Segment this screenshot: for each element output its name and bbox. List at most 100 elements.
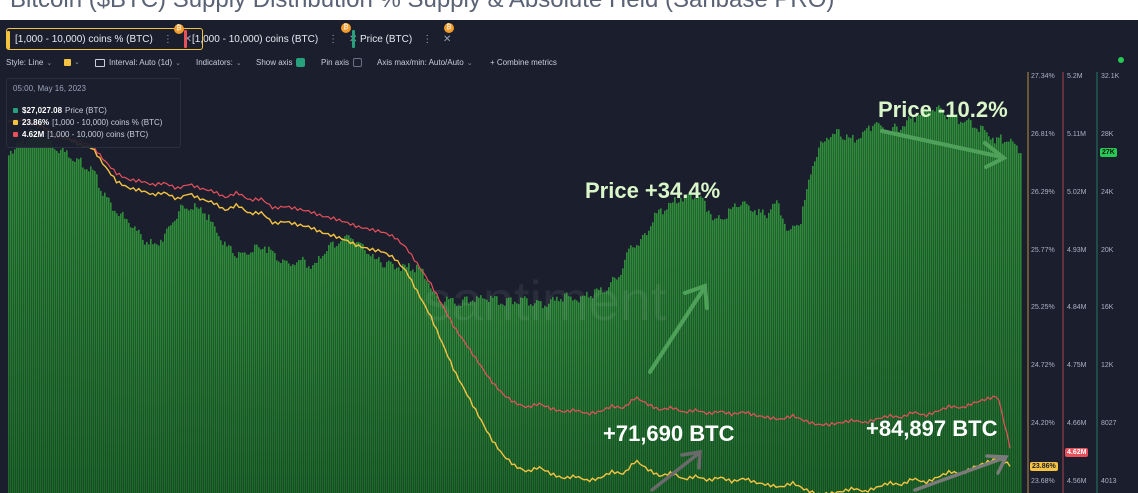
style-select[interactable]: Style: Line ⌄: [6, 58, 52, 67]
price-bar: [542, 308, 544, 493]
chart-svg[interactable]: santiment: [0, 72, 1138, 493]
price-bar: [788, 230, 790, 493]
price-bar: [680, 198, 682, 493]
price-bar: [514, 301, 516, 493]
price-bar: [610, 282, 612, 493]
price-bar: [308, 266, 310, 493]
price-bar: [38, 136, 40, 493]
price-bar: [70, 158, 72, 493]
price-bar: [636, 245, 638, 493]
price-bar: [84, 169, 86, 493]
price-bar: [560, 299, 562, 493]
tab-menu-close-icons[interactable]: ⋮ ✕: [422, 33, 456, 45]
price-bar: [580, 296, 582, 493]
price-bar: [874, 123, 876, 493]
tab-menu-close-icons[interactable]: ⋮ ✕: [328, 33, 362, 45]
show-axis-label: Show axis: [256, 58, 293, 67]
price-bar: [740, 205, 742, 493]
checkbox-unchecked-icon[interactable]: [353, 58, 363, 67]
price-bar: [444, 301, 446, 493]
annotation-price-up: Price +34.4%: [585, 178, 721, 203]
price-bar: [800, 224, 802, 493]
price-bar: [562, 301, 564, 493]
price-bar: [922, 107, 924, 493]
price-bar: [56, 150, 58, 493]
price-bar: [108, 197, 110, 493]
price-bar: [976, 128, 978, 493]
price-bar: [414, 272, 416, 493]
axis-price-tick: 24K: [1101, 188, 1114, 196]
price-bar: [376, 259, 378, 493]
price-bar: [302, 256, 304, 493]
price-bar: [898, 131, 900, 493]
price-bar: [764, 215, 766, 493]
price-bar: [838, 129, 840, 493]
price-bar: [546, 306, 548, 493]
checkbox-checked-icon[interactable]: [296, 58, 306, 67]
price-bar: [438, 300, 440, 493]
price-bar: [424, 278, 426, 493]
price-bar: [332, 241, 334, 493]
price-bar: [204, 213, 206, 493]
price-bar: [730, 209, 732, 493]
price-bar: [644, 233, 646, 493]
price-bar: [366, 253, 368, 493]
price-bar: [930, 111, 932, 493]
price-bar: [950, 113, 952, 493]
price-bar: [1006, 141, 1008, 493]
price-bar: [94, 170, 96, 493]
price-bar: [690, 192, 692, 493]
price-bar: [806, 189, 808, 493]
price-bar: [598, 289, 600, 493]
style-label: Style: Line: [6, 58, 44, 67]
price-bar: [10, 150, 12, 493]
price-bar: [830, 137, 832, 493]
price-bar: [314, 262, 316, 493]
tab-menu-close-icons[interactable]: ⋮ ✕: [162, 33, 197, 45]
chevron-down-icon: ⌄: [235, 59, 242, 67]
price-bar: [136, 230, 138, 493]
price-bar: [652, 222, 654, 493]
price-bar: [330, 242, 332, 493]
price-bar: [234, 256, 236, 493]
tab-coins-absolute[interactable]: [1,000 - 10,000) coins (BTC) ⋮ ✕ ₿: [184, 23, 362, 50]
color-select[interactable]: ⌄: [64, 58, 80, 66]
price-bar: [972, 127, 974, 493]
price-bar: [956, 114, 958, 493]
price-bar: [492, 297, 494, 493]
price-bar: [834, 134, 836, 493]
interval-select[interactable]: Interval: Auto (1d) ⌄: [95, 58, 181, 67]
tab-label: [1,000 - 10,000) coins (BTC): [192, 33, 319, 45]
price-bar: [232, 253, 234, 493]
price-bar: [278, 261, 280, 493]
show-axis-toggle[interactable]: Show axis: [256, 58, 306, 67]
price-bar: [900, 129, 902, 493]
price-bar: [682, 201, 684, 493]
price-bar: [550, 299, 552, 493]
price-bar: [674, 197, 676, 493]
price-bar: [646, 235, 648, 493]
pin-axis-toggle[interactable]: Pin axis: [321, 58, 363, 67]
indicators-select[interactable]: Indicators: ⌄: [196, 58, 242, 67]
price-bar: [744, 201, 746, 493]
price-bar: [164, 233, 166, 493]
annotation-btc-2: +84,897 BTC: [866, 416, 998, 441]
combine-metrics-button[interactable]: + Combine metrics: [490, 58, 557, 67]
tab-coins-percent[interactable]: [1,000 - 10,000) coins % (BTC) ⋮ ✕ ₿: [6, 24, 204, 50]
price-bar: [962, 122, 964, 493]
tooltip-row-abs: 4.62M [1,000 - 10,000) coins (BTC): [13, 130, 148, 139]
price-bar: [556, 296, 558, 493]
price-bar: [304, 259, 306, 493]
price-bar: [902, 126, 904, 493]
price-bar: [458, 305, 460, 493]
price-bar: [500, 303, 502, 493]
axis-minmax-select[interactable]: Axis max/min: Auto/Auto ⌄: [377, 58, 473, 67]
price-bar: [540, 301, 542, 493]
price-bar: [124, 218, 126, 493]
price-bar: [938, 105, 940, 493]
price-bar: [66, 150, 68, 493]
tab-price[interactable]: Price (BTC) ⋮ ✕ ₿: [352, 23, 456, 50]
price-bar: [244, 252, 246, 493]
price-bar: [924, 108, 926, 493]
price-bar: [498, 304, 500, 493]
